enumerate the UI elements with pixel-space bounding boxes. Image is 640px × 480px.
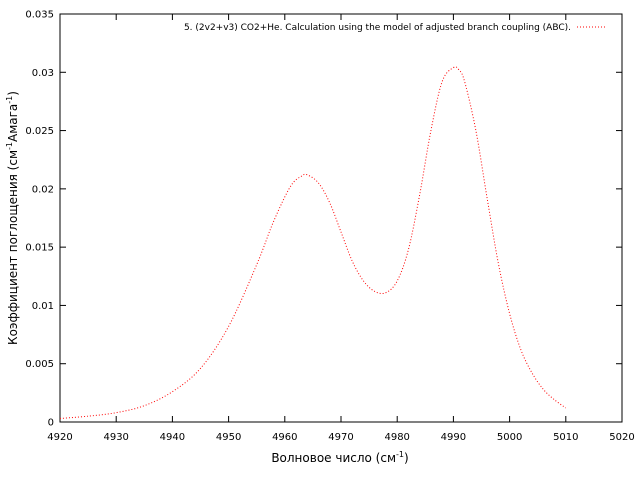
x-tick-label: 4920 [47, 432, 72, 443]
y-tick-label: 0.03 [32, 68, 54, 79]
series-layer [59, 66, 567, 419]
y-tick-label: 0 [48, 418, 54, 429]
x-tick-label: 4990 [441, 432, 466, 443]
x-tick-label: 4970 [328, 432, 353, 443]
y-tick-label: 0.015 [25, 243, 54, 254]
y-tick-label: 0.005 [25, 359, 54, 370]
x-tick-label: 4950 [216, 432, 241, 443]
x-axis-ticks: 4920 4930 4940 4950 4960 4970 4980 4990 5000 5010… [47, 14, 635, 443]
y-tick-label: 0.025 [25, 126, 54, 137]
x-tick-label: 4960 [272, 432, 297, 443]
y-tick-label: 0.02 [32, 184, 54, 195]
x-tick-label: 4940 [160, 432, 185, 443]
x-axis-label: Волновое число (см-1) [271, 450, 408, 465]
x-tick-label: 5020 [609, 432, 634, 443]
legend-entry-label: 5. (2v2+v3) CO2+He. Calculation using th… [184, 23, 571, 33]
legend: 5. (2v2+v3) CO2+He. Calculation using th… [184, 23, 607, 33]
plot-frame [59, 13, 623, 423]
y-tick-label: 0.01 [32, 301, 54, 312]
y-tick-label: 0.035 [25, 10, 54, 21]
x-tick-label: 4980 [384, 432, 409, 443]
y-axis-ticks: 0 0.005 0.01 0.015 0.02 0.025 0.03 0.035 [25, 10, 622, 429]
x-tick-label: 5000 [497, 432, 522, 443]
x-tick-label: 5010 [553, 432, 578, 443]
x-tick-label: 4930 [103, 432, 128, 443]
y-axis-label: Коэффициент поглощения (см-1Амага-1) [5, 91, 20, 345]
series-line [59, 66, 567, 419]
